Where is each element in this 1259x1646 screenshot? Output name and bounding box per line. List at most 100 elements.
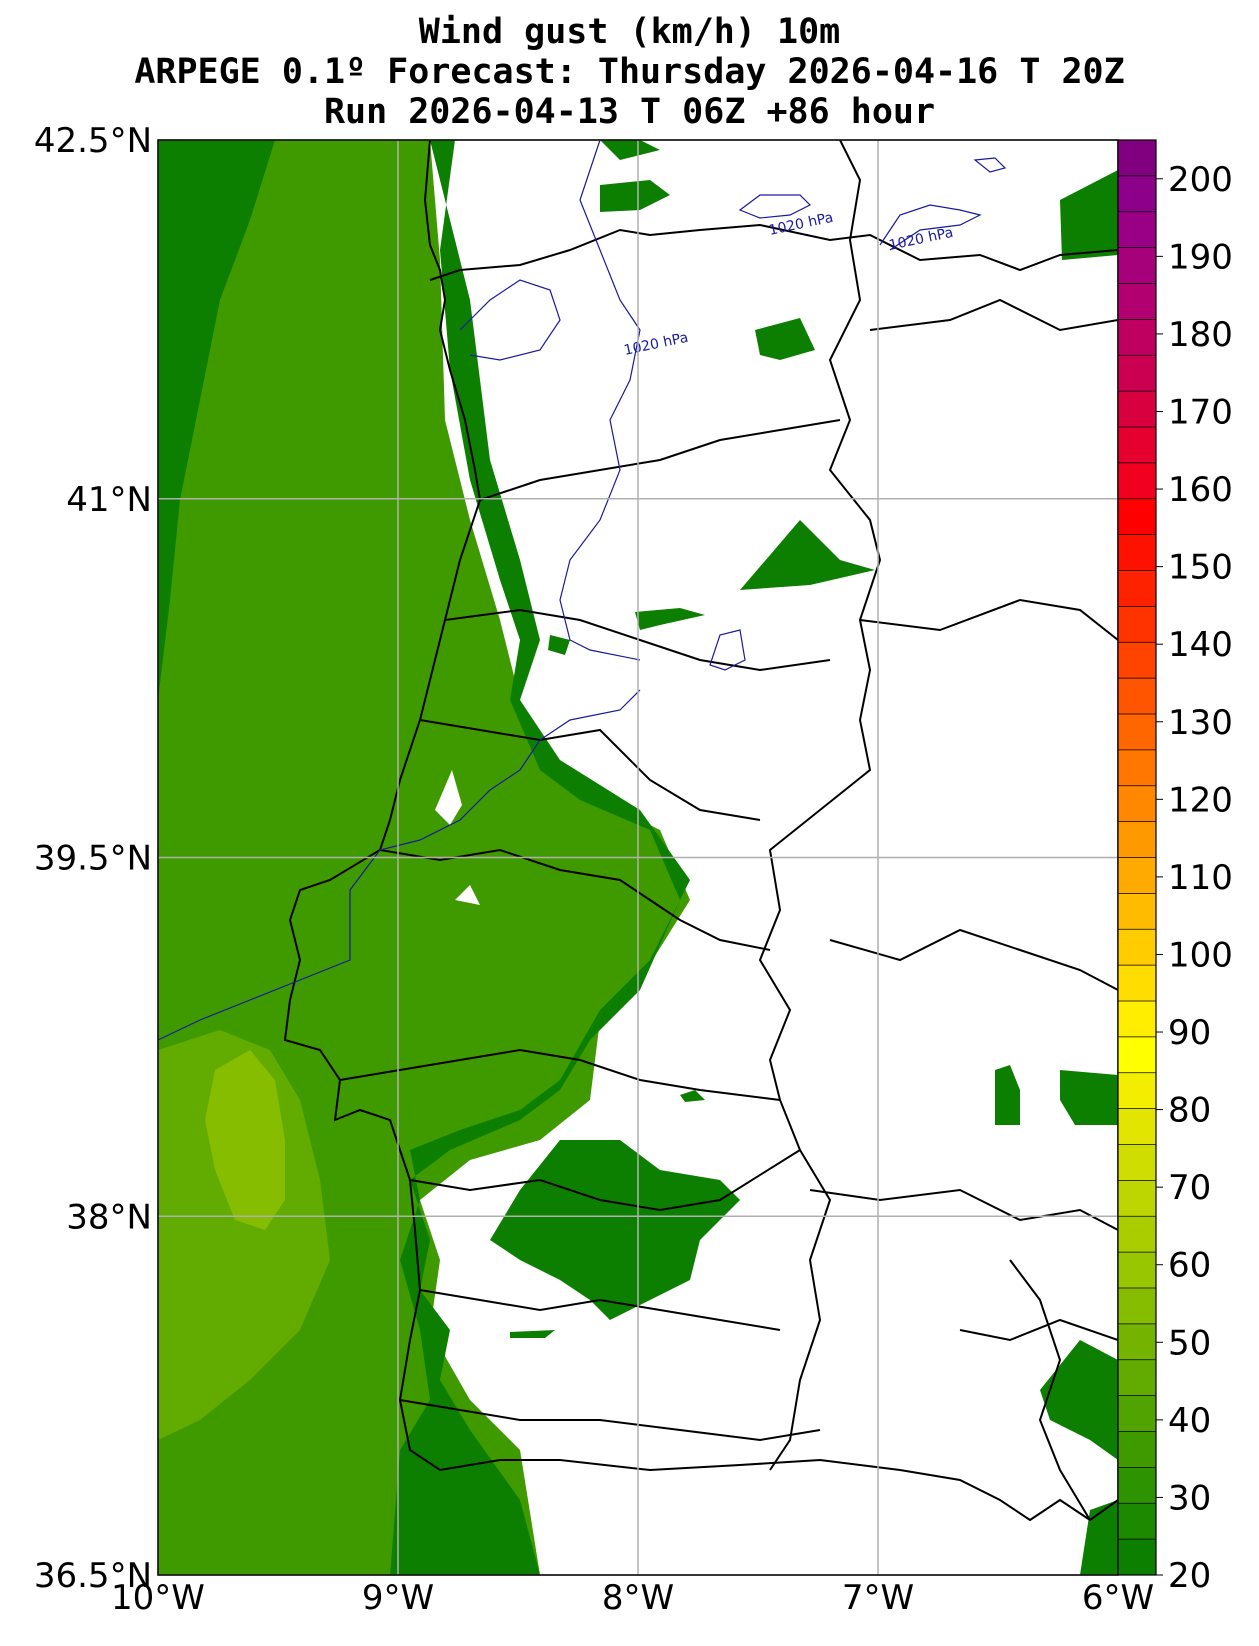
colorbar-segment-10	[1118, 1180, 1156, 1217]
patch-11	[1040, 1340, 1118, 1460]
contour-coastal-band	[390, 140, 690, 1575]
colorbar-segment-36	[1118, 247, 1156, 284]
coastline	[283, 140, 1118, 1522]
colorbar-segment-30	[1118, 462, 1156, 500]
patch-9	[995, 1065, 1020, 1125]
x-tick-label-0: 10°W	[111, 1578, 205, 1618]
border-spain-2	[859, 598, 1118, 641]
isobar-1	[738, 194, 812, 219]
colorbar-segment-11	[1118, 1144, 1156, 1181]
colorbar-segment-0	[1118, 1539, 1156, 1576]
colorbar-segment-27	[1118, 570, 1156, 607]
colorbar-tick-label-1: 30	[1168, 1478, 1211, 1518]
patch-6	[635, 608, 705, 630]
y-tick-label-1: 41°N	[66, 480, 152, 520]
hole-1	[435, 770, 462, 825]
contour-sw-50	[158, 1030, 330, 1440]
x-tick-label-1: 9°W	[362, 1578, 434, 1618]
border-district-6	[409, 1149, 801, 1212]
colorbar-segment-31	[1118, 427, 1156, 464]
colorbar-tick-label-13: 150	[1168, 548, 1233, 588]
patch-1	[600, 140, 660, 160]
border-district-1	[479, 419, 841, 501]
patch-4	[1060, 170, 1118, 260]
colorbar-tick-label-9: 110	[1168, 858, 1233, 898]
colorbar-segment-5	[1118, 1359, 1156, 1397]
colorbar-tick-label-0: 20	[1168, 1556, 1211, 1596]
border-spain-6	[959, 1318, 1118, 1342]
colorbar-tick-label-15: 170	[1168, 392, 1233, 432]
isobar-7	[158, 689, 641, 1041]
colorbar-segment-34	[1118, 319, 1156, 356]
title-line-1: Wind gust (km/h) 10m	[418, 12, 841, 52]
colorbar-segment-12	[1118, 1108, 1156, 1145]
title-line-3: Run 2026-04-13 T 06Z +86 hour	[323, 92, 936, 132]
border-district-4	[379, 848, 771, 951]
patch-5	[740, 520, 875, 590]
y-tick-label-4: 36.5°N	[34, 1556, 152, 1596]
colorbar-frame	[1117, 139, 1157, 1576]
colorbar-tick-label-5: 70	[1168, 1168, 1211, 1208]
colorbar-tick-label-17: 190	[1168, 237, 1233, 277]
colorbar-segment-21	[1118, 785, 1156, 823]
colorbar-tick-label-11: 130	[1168, 703, 1233, 743]
patch-7	[548, 635, 570, 655]
colorbar-segment-9	[1118, 1216, 1156, 1253]
contour-west-strip	[158, 140, 275, 700]
colorbar	[1117, 139, 1157, 1576]
colorbar-tick-label-3: 50	[1168, 1323, 1211, 1363]
colorbar-segment-18	[1118, 893, 1156, 930]
colorbar-segment-24	[1118, 678, 1156, 715]
colorbar-segment-35	[1118, 283, 1156, 320]
colorbar-tick-label-4: 60	[1168, 1246, 1211, 1286]
border-spain-3	[829, 928, 1118, 991]
colorbar-segment-20	[1118, 821, 1156, 858]
border-spain-5	[1009, 1259, 1091, 1521]
border-district-7	[419, 1289, 781, 1331]
y-tick-label-2: 39.5°N	[34, 839, 152, 879]
country-borders	[283, 140, 1118, 1522]
colorbar-segment-4	[1118, 1395, 1156, 1432]
colorbar-tick-label-8: 100	[1168, 935, 1233, 975]
patch-10	[1060, 1070, 1118, 1125]
colorbar-ticks: 20 30 40 50 60 70 80 90 100 110 120 130 140 150 160 170…	[1156, 160, 1233, 1596]
colorbar-tick-label-16: 180	[1168, 315, 1233, 355]
title-line-2: ARPEGE 0.1º Forecast: Thursday 2026-04-1…	[134, 52, 1125, 92]
border-portugal-spain	[758, 140, 882, 1471]
x-tick-label-3: 7°W	[842, 1578, 914, 1618]
patch-13	[510, 1330, 555, 1338]
isobar-4	[559, 140, 641, 661]
border-district-3	[419, 719, 761, 821]
colorbar-tick-label-14: 160	[1168, 470, 1233, 510]
colorbar-tick-label-10: 120	[1168, 780, 1233, 820]
patch-2	[600, 180, 670, 212]
isobar-2	[879, 204, 982, 251]
colorbar-segment-22	[1118, 749, 1156, 787]
colorbar-segment-25	[1118, 642, 1156, 679]
isobar-3	[973, 157, 1007, 173]
hole-2	[455, 885, 480, 905]
colorbar-segment-37	[1118, 211, 1156, 249]
border-spain-1	[869, 298, 1118, 332]
x-axis-ticks: 10°W 9°W 8°W 7°W 6°W	[111, 1578, 1154, 1618]
y-axis-ticks: 42.5°N 41°N 39.5°N 38°N 36.5°N	[34, 121, 152, 1596]
border-district-5	[339, 1048, 781, 1101]
colorbar-segment-14	[1118, 1036, 1156, 1074]
colorbar-tick-label-12: 140	[1168, 625, 1233, 665]
x-tick-label-4: 6°W	[1082, 1578, 1154, 1618]
colorbar-tick-label-18: 200	[1168, 160, 1233, 200]
isobar-5	[459, 279, 561, 361]
border-district-8	[399, 1399, 821, 1442]
colorbar-segment-39	[1118, 140, 1156, 177]
border-district-2	[444, 608, 831, 672]
colorbar-segment-8	[1118, 1252, 1156, 1289]
border-spain-4	[809, 1188, 1118, 1231]
x-tick-label-2: 8°W	[602, 1578, 674, 1618]
border-north	[429, 223, 1118, 281]
isobars	[158, 140, 1007, 1041]
colorbar-segment-15	[1118, 1001, 1156, 1038]
patch-12	[680, 1090, 705, 1102]
colorbar-tick-label-2: 40	[1168, 1401, 1211, 1441]
colorbar-segment-2	[1118, 1467, 1156, 1504]
